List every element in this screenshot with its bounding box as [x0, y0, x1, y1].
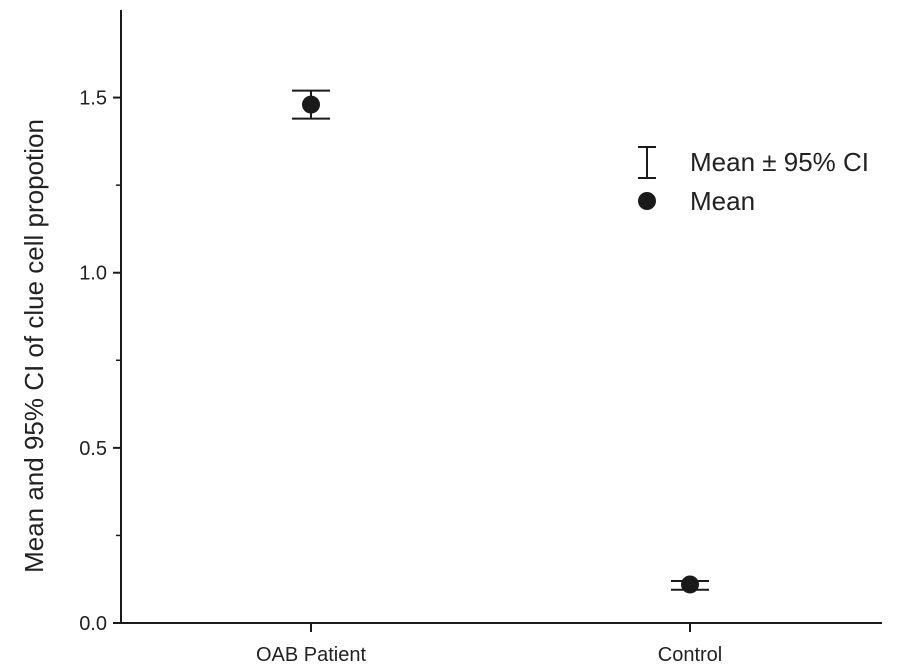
mean-point	[302, 95, 320, 114]
y-tick-label: 0.0	[79, 613, 107, 635]
legend-marker-icon	[638, 192, 656, 210]
y-tick-label: 1.0	[79, 263, 107, 285]
y-ticks: 0.0 0.5 1.0 1.5	[79, 88, 121, 635]
plot-marks	[292, 89, 709, 594]
y-tick-label: 0.5	[79, 438, 107, 460]
legend: Mean ± 95% CI Mean	[638, 146, 869, 216]
legend-marker-label: Mean	[690, 186, 755, 216]
x-tick-label: Control	[658, 644, 722, 666]
x-axis: OAB Patient Control	[121, 622, 882, 666]
legend-errorbar-icon	[638, 146, 656, 179]
y-axis: 0.0 0.5 1.0 1.5	[79, 10, 122, 635]
x-tick-label: OAB Patient	[256, 644, 367, 666]
x-ticks: OAB Patient Control	[256, 623, 722, 666]
y-tick-label: 1.5	[79, 88, 107, 110]
legend-errorbar-label: Mean ± 95% CI	[690, 147, 869, 177]
y-axis-title: Mean and 95% CI of clue cell propotion	[19, 119, 49, 573]
mean-point	[681, 575, 699, 594]
